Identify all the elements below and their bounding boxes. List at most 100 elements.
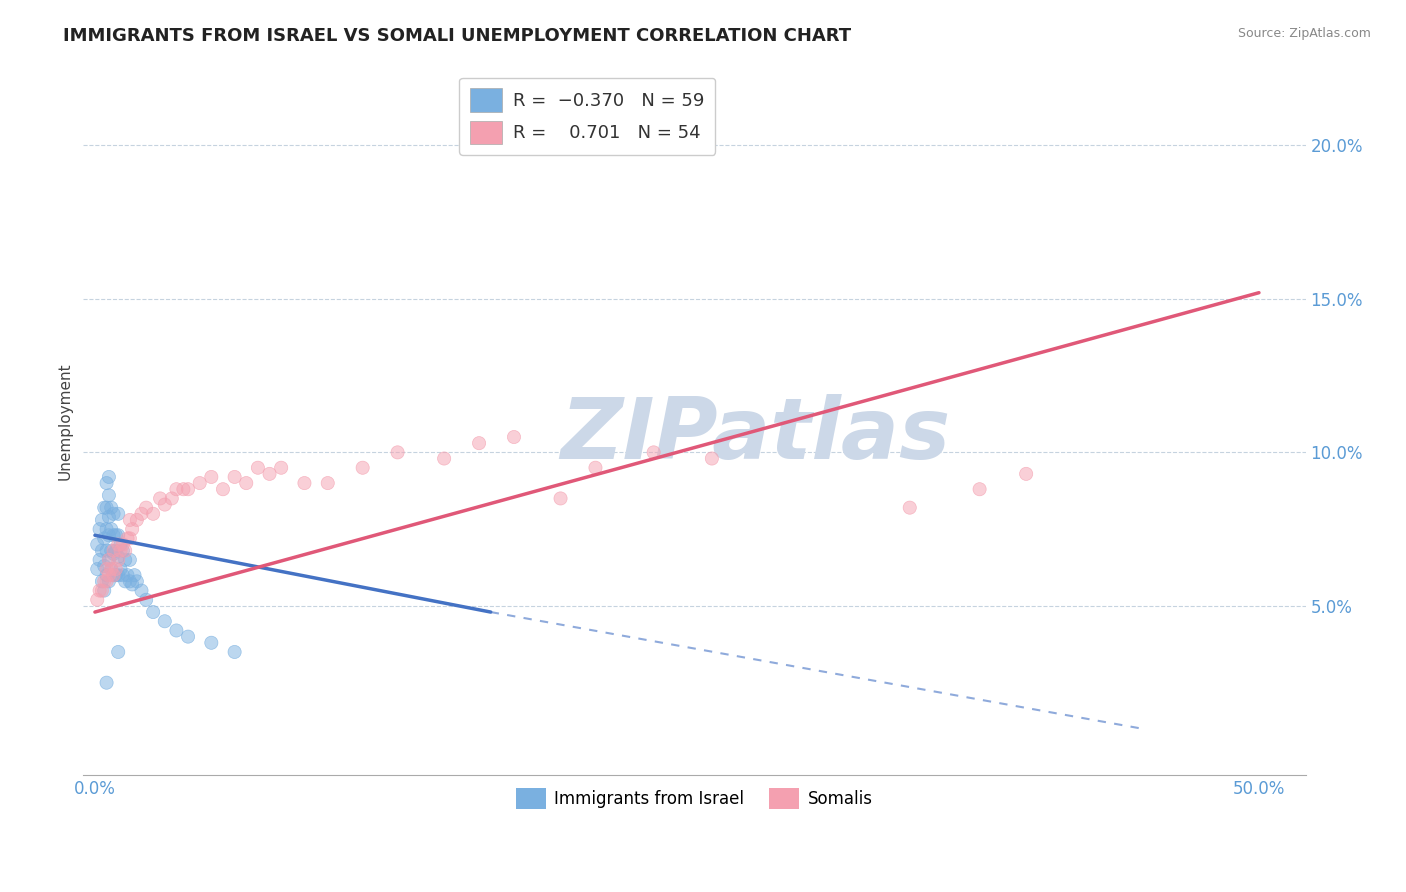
Point <box>97 509 120 524</box>
Point <box>246 460 269 475</box>
Point <box>97 470 120 484</box>
Point <box>172 482 194 496</box>
Point <box>177 482 200 496</box>
Point <box>107 568 129 582</box>
Point <box>110 537 132 551</box>
Point <box>96 562 118 576</box>
Point <box>107 549 129 564</box>
Point <box>100 562 122 576</box>
Point <box>96 574 118 589</box>
Point <box>107 507 129 521</box>
Point <box>100 562 122 576</box>
Point <box>103 568 125 582</box>
Point <box>97 488 120 502</box>
Point <box>118 532 141 546</box>
Point <box>90 513 112 527</box>
Point <box>86 562 108 576</box>
Point <box>110 562 132 576</box>
Point <box>121 522 143 536</box>
Point <box>114 553 136 567</box>
Point <box>96 675 118 690</box>
Point <box>316 476 339 491</box>
Point <box>100 500 122 515</box>
Point <box>96 476 118 491</box>
Text: ZIPatlas: ZIPatlas <box>561 394 950 477</box>
Point <box>316 476 339 491</box>
Point <box>107 645 129 659</box>
Point <box>118 553 141 567</box>
Point <box>97 553 120 567</box>
Point <box>107 553 129 567</box>
Text: Source: ZipAtlas.com: Source: ZipAtlas.com <box>1237 27 1371 40</box>
Point <box>86 592 108 607</box>
Point <box>86 537 108 551</box>
Point <box>100 543 122 558</box>
Point <box>90 574 112 589</box>
Point <box>100 500 122 515</box>
Point <box>93 574 115 589</box>
Point <box>153 498 176 512</box>
Point <box>387 445 409 459</box>
Point <box>118 513 141 527</box>
Text: IMMIGRANTS FROM ISRAEL VS SOMALI UNEMPLOYMENT CORRELATION CHART: IMMIGRANTS FROM ISRAEL VS SOMALI UNEMPLO… <box>63 27 852 45</box>
Point <box>103 528 125 542</box>
Point <box>224 645 246 659</box>
Point <box>118 574 141 589</box>
Point <box>90 543 112 558</box>
Point <box>200 636 222 650</box>
Point <box>104 528 127 542</box>
Point <box>135 592 157 607</box>
Point <box>135 500 157 515</box>
Point <box>433 451 456 466</box>
Point <box>165 482 187 496</box>
Point <box>117 568 139 582</box>
Point <box>103 507 125 521</box>
Point <box>103 568 125 582</box>
Point <box>103 547 125 561</box>
Point <box>160 491 183 506</box>
Point <box>103 528 125 542</box>
Point <box>90 583 112 598</box>
Point <box>270 460 292 475</box>
Point <box>121 577 143 591</box>
Point <box>700 451 723 466</box>
Point <box>468 436 491 450</box>
Point <box>117 568 139 582</box>
Point <box>97 528 120 542</box>
Point <box>270 460 292 475</box>
Point <box>212 482 235 496</box>
Point <box>142 507 165 521</box>
Point <box>643 445 665 459</box>
Point <box>124 568 146 582</box>
Point <box>898 500 921 515</box>
Point <box>550 491 572 506</box>
Point <box>93 532 115 546</box>
Point <box>503 138 526 153</box>
Point <box>110 543 132 558</box>
Point <box>188 476 211 491</box>
Point <box>104 528 127 542</box>
Point <box>110 537 132 551</box>
Point <box>114 543 136 558</box>
Point <box>898 500 921 515</box>
Point <box>103 507 125 521</box>
Point <box>142 605 165 619</box>
Point <box>503 138 526 153</box>
Point <box>103 568 125 582</box>
Point <box>172 482 194 496</box>
Point <box>89 522 111 536</box>
Point <box>131 583 153 598</box>
Point <box>503 430 526 444</box>
Point <box>142 507 165 521</box>
Point <box>503 430 526 444</box>
Point <box>117 532 139 546</box>
Point <box>107 528 129 542</box>
Point <box>107 645 129 659</box>
Point <box>93 532 115 546</box>
Point <box>100 522 122 536</box>
Point <box>90 583 112 598</box>
Point <box>125 513 148 527</box>
Point <box>104 568 127 582</box>
Point <box>89 583 111 598</box>
Point <box>259 467 281 481</box>
